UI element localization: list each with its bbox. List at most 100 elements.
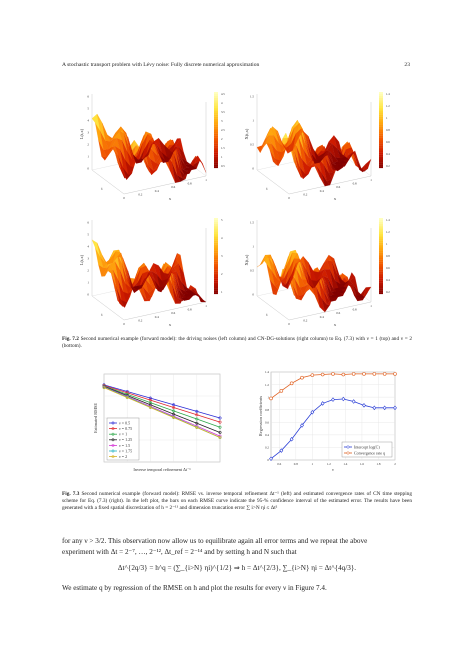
reg-y-tick-label: 0 — [267, 458, 269, 462]
reg-data-point — [331, 372, 335, 376]
z-tick-label: 0 — [87, 167, 89, 171]
colorbar-segment — [214, 271, 218, 274]
surface-patch — [333, 135, 343, 155]
colorbar-segment — [379, 122, 383, 125]
colorbar-segment — [214, 267, 218, 270]
t-axis-label: t — [266, 186, 268, 191]
colorbar-segment — [214, 263, 218, 266]
paragraph-1: for any ν > 3/2. This observation now al… — [62, 536, 412, 546]
colorbar-segment — [379, 280, 383, 283]
colorbar-segment — [214, 288, 218, 291]
colorbar-segment — [379, 240, 383, 243]
rmse-series-line — [103, 387, 221, 438]
reg-data-point — [300, 375, 304, 380]
colorbar-segment — [214, 252, 218, 255]
reg-data-point — [320, 401, 325, 406]
colorbar-segment — [214, 137, 218, 140]
x-tick-label: 0.2 — [138, 192, 142, 196]
para2-text: experiment with Δt = 2⁻⁷, …, 2⁻¹², Δt_re… — [62, 548, 297, 556]
rmse-data-point — [172, 409, 176, 413]
colorbar-segment — [214, 160, 218, 163]
reg-x-axis-label: ν — [332, 467, 334, 472]
rmse-legend-marker — [111, 443, 115, 447]
colorbar-segment — [379, 225, 383, 228]
z-tick-label: 0.5 — [250, 269, 254, 273]
colorbar-segment — [214, 122, 218, 125]
colorbar-segment — [214, 275, 218, 277]
colorbar-segment — [379, 221, 383, 224]
colorbar-segment — [214, 152, 218, 155]
rmse-legend-marker — [111, 421, 115, 425]
reg-x-tick-label: 1.4 — [343, 462, 347, 466]
colorbar-segment — [214, 286, 218, 289]
surface-patch — [362, 158, 372, 173]
colorbar-segment — [379, 273, 383, 276]
axis-box — [91, 94, 207, 195]
colorbar-segment — [214, 233, 218, 236]
colorbar-segment — [214, 103, 218, 106]
reg-x-tick-label: 1.6 — [360, 462, 364, 466]
z-tick-label: 1 — [87, 155, 89, 159]
rmse-legend-marker — [111, 455, 115, 459]
surface-svg: 6 5 4 3 2 1 0 L(t,x) 0 0.2 0.4 0.6 0.8 1 x t 5 4 3 2 1 — [79, 218, 223, 327]
colorbar-segment — [214, 107, 218, 110]
colorbar-segment — [214, 250, 218, 253]
colorbar-segment — [379, 141, 383, 144]
reg-data-point — [289, 436, 294, 442]
colorbar-tick-label: 2 — [221, 137, 223, 141]
rmse-data-point — [218, 420, 222, 424]
colorbar-segment — [379, 257, 383, 260]
colorbar-segment — [379, 152, 383, 155]
rmse-data-point — [195, 409, 199, 413]
z-axis-label: X(t,x) — [244, 254, 250, 265]
colorbar-segment — [379, 265, 383, 268]
rmse-series-line — [103, 385, 221, 428]
colorbar — [379, 218, 383, 295]
rmse-series-line — [103, 385, 221, 423]
z-tick-label: 5 — [87, 107, 89, 111]
colorbar-segment — [379, 137, 383, 140]
reg-data-point — [341, 396, 346, 402]
colorbar-segment — [379, 118, 383, 121]
z-tick-label: 2 — [87, 143, 89, 147]
colorbar-segment — [214, 221, 218, 224]
colorbar-segment — [379, 128, 383, 131]
z-tick-label: 1 — [252, 245, 254, 249]
reg-data-point — [300, 423, 304, 428]
x-tick-label: 0.8 — [353, 308, 357, 312]
reg-data-point — [269, 456, 273, 462]
equation: Δt^{2q/3} = h^q = (∑_{i>N} ηi)^{1/2} ⇒ h… — [62, 563, 412, 577]
colorbar-tick-label: 1.4 — [386, 92, 390, 96]
colorbar-segment — [214, 118, 218, 121]
z-tick-label: 0 — [87, 293, 89, 297]
colorbar-segment — [379, 292, 383, 295]
para1-fraction: 3/2 — [95, 537, 105, 545]
colorbar-tick-label: 3.5 — [221, 110, 225, 114]
colorbar-tick-label: 1 — [221, 155, 223, 159]
reg-data-point — [382, 372, 387, 376]
fig72-label: Fig. 7.2 — [62, 336, 79, 342]
z-tick-label: 3 — [87, 257, 89, 261]
colorbar-segment — [214, 109, 218, 112]
colorbar-segment — [214, 229, 218, 232]
rmse-data-point — [195, 421, 199, 425]
colorbar-segment — [214, 133, 218, 136]
reg-legend-label: Convergence rate q — [354, 450, 385, 455]
colorbar-segment — [379, 256, 383, 258]
colorbar-segment — [379, 145, 383, 148]
colorbar-segment — [379, 248, 383, 251]
x-tick-label: 1 — [205, 304, 207, 308]
x-tick-label: 0.8 — [353, 182, 357, 186]
colorbar-tick-label: 1 — [221, 290, 223, 294]
page-header: A stochastic transport problem with Lévy… — [62, 62, 410, 72]
reg-data-point — [372, 405, 377, 411]
x-tick-label: 0 — [123, 322, 125, 326]
paragraph-3: We estimate q by regression of the RMSE … — [62, 583, 412, 593]
x-axis-label: x — [169, 196, 172, 201]
colorbar-segment — [379, 97, 383, 100]
surface-plot-solution-top: 1.5 1 0.5 0 X(t,x) 0 0.2 0.4 0.6 0.8 1 x t 1.4 1.2 1 0.8… — [243, 86, 413, 204]
colorbar-tick-label: 0.4 — [386, 152, 390, 156]
rmse-y-axis-label: Estimated RMSE — [93, 403, 98, 433]
axis-box — [256, 220, 372, 321]
colorbar-segment — [379, 246, 383, 249]
